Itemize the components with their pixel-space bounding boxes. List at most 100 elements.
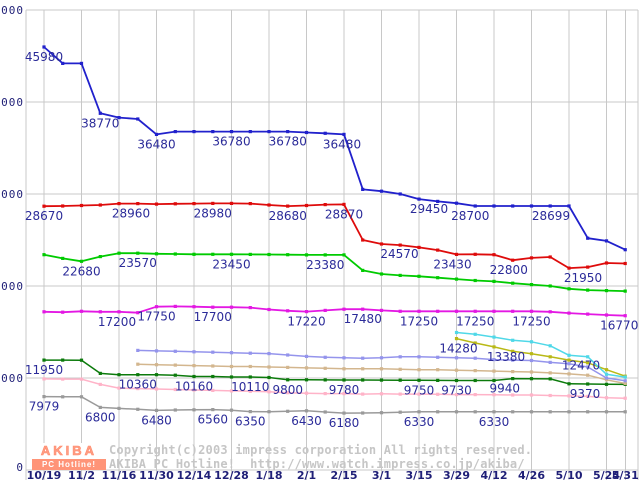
- data-point-marker-darkgreen: [398, 378, 402, 382]
- data-point-marker-tan: [417, 368, 421, 372]
- series-line-magenta: [43, 305, 626, 317]
- data-point-marker-darkgreen: [248, 375, 252, 379]
- data-point-marker-blue: [361, 187, 365, 191]
- x-axis-tick-label: 3/1: [372, 469, 391, 480]
- data-point-marker-green: [361, 268, 365, 272]
- price-label-green: 23450: [212, 257, 250, 271]
- data-point-marker-blue: [586, 236, 590, 240]
- data-point-marker-tan: [323, 366, 327, 370]
- price-label-blue: 38770: [81, 116, 119, 130]
- data-point-marker-pink: [173, 387, 177, 392]
- price-label-darkgreen: 11950: [25, 363, 63, 377]
- data-point-marker-darkgreen: [42, 358, 46, 362]
- data-point-marker-pink: [211, 388, 215, 392]
- series-line-gray: [43, 395, 626, 414]
- data-point-marker-gray: [473, 410, 477, 414]
- data-point-marker-gray: [98, 405, 102, 409]
- x-axis-tick-label: 3/15: [406, 469, 433, 480]
- data-point-marker-darkgreen: [154, 373, 159, 377]
- price-label-darkgreen: 10360: [119, 378, 157, 392]
- data-point-marker-pink: [604, 396, 609, 400]
- data-point-marker-periwinkle: [417, 355, 421, 359]
- data-point-marker-pink: [79, 377, 84, 381]
- data-point-marker-darkgreen: [417, 378, 421, 382]
- price-label-blue: 36780: [269, 135, 307, 149]
- data-point-marker-blue: [398, 192, 402, 196]
- data-point-marker-darkgreen: [529, 377, 534, 381]
- y-axis-tick-label: 20000: [0, 280, 24, 293]
- price-label-darkgreen: 9780: [329, 383, 360, 397]
- data-point-marker-gray: [529, 410, 534, 414]
- data-point-marker-magenta: [492, 309, 496, 313]
- data-point-marker-pink: [436, 392, 440, 396]
- data-point-marker-cyan: [492, 335, 496, 339]
- data-point-marker-blue: [192, 130, 196, 134]
- data-point-marker-tan: [586, 373, 590, 377]
- data-point-marker-periwinkle: [548, 360, 552, 364]
- data-point-marker-periwinkle: [248, 351, 252, 355]
- data-point-marker-tan: [192, 364, 196, 368]
- price-label-blue: 36480: [137, 137, 175, 151]
- data-point-marker-pink: [379, 392, 384, 396]
- data-point-marker-green: [473, 278, 477, 283]
- x-axis-tick-label: 11/16: [102, 469, 137, 480]
- data-point-marker-blue: [286, 130, 290, 134]
- data-point-marker-red: [304, 203, 309, 208]
- data-point-marker-periwinkle: [211, 350, 215, 354]
- x-axis-tick-label: 2/1: [297, 469, 316, 480]
- data-point-marker-red: [548, 255, 552, 259]
- data-point-marker-red: [436, 248, 440, 252]
- price-label-red: 24570: [380, 247, 418, 261]
- data-point-marker-blue: [117, 116, 121, 120]
- data-point-marker-blue: [79, 61, 84, 65]
- data-point-marker-gray: [154, 408, 159, 412]
- data-point-marker-red: [361, 238, 365, 242]
- data-point-marker-gray: [342, 411, 346, 415]
- data-point-marker-darkgreen: [473, 378, 477, 383]
- data-point-marker-blue: [173, 130, 177, 134]
- data-point-marker-magenta: [229, 305, 234, 309]
- data-point-marker-tan: [436, 368, 440, 372]
- data-point-marker-pink: [154, 387, 159, 391]
- data-point-marker-pink: [192, 388, 196, 392]
- data-point-marker-cyan: [548, 344, 552, 348]
- data-point-marker-periwinkle: [192, 350, 196, 354]
- data-point-marker-olive: [604, 368, 609, 372]
- data-point-marker-blue: [623, 248, 627, 252]
- data-point-marker-pink: [398, 392, 402, 396]
- price-label-darkgreen: 9750: [404, 383, 435, 397]
- data-point-marker-red: [98, 203, 102, 207]
- data-point-marker-pink: [42, 377, 46, 381]
- data-point-marker-magenta: [567, 311, 571, 315]
- data-point-marker-green: [154, 252, 159, 256]
- data-point-marker-periwinkle: [342, 356, 346, 360]
- data-point-marker-gray: [267, 410, 271, 414]
- price-label-darkgreen: 10160: [175, 380, 213, 394]
- price-label-red: 28680: [269, 209, 307, 223]
- data-point-marker-periwinkle: [529, 358, 534, 363]
- data-point-marker-darkgreen: [267, 375, 271, 380]
- data-point-marker-magenta: [473, 309, 477, 313]
- series-line-cyan: [456, 331, 626, 378]
- data-point-marker-blue: [248, 130, 252, 134]
- data-point-marker-red: [511, 258, 515, 262]
- price-label-magenta: 17250: [456, 314, 494, 328]
- data-point-marker-red: [398, 243, 402, 247]
- data-point-marker-magenta: [98, 310, 102, 314]
- data-point-marker-magenta: [79, 309, 84, 313]
- data-point-marker-green: [98, 255, 102, 259]
- x-axis-tick-label: 10/19: [27, 469, 62, 480]
- data-point-marker-pink: [342, 392, 346, 396]
- data-point-marker-darkgreen: [342, 378, 346, 382]
- data-point-marker-tan: [286, 365, 290, 369]
- data-point-marker-cyan: [473, 332, 477, 336]
- price-label-gray: 6350: [235, 415, 266, 429]
- data-point-marker-olive: [492, 345, 496, 349]
- data-point-marker-magenta: [436, 309, 440, 313]
- data-point-marker-gray: [304, 409, 309, 413]
- data-point-marker-magenta: [586, 312, 590, 316]
- data-point-marker-tan: [248, 364, 252, 369]
- data-point-marker-green: [454, 277, 459, 281]
- price-label-red: 28960: [112, 207, 150, 221]
- price-label-olive: 14280: [439, 342, 477, 356]
